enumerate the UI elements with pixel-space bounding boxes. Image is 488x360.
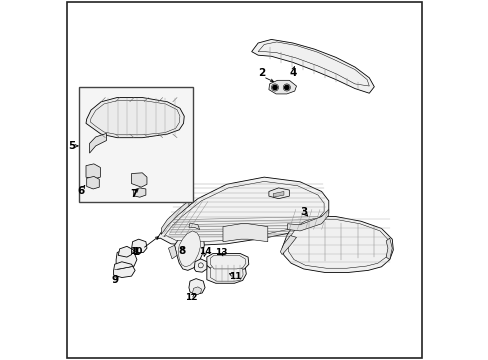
Polygon shape [89, 134, 106, 153]
Text: 1: 1 [133, 247, 140, 257]
Text: 14: 14 [199, 247, 212, 256]
Polygon shape [273, 192, 284, 197]
Text: 9: 9 [111, 275, 118, 285]
Text: 11: 11 [228, 271, 241, 280]
Polygon shape [192, 287, 201, 295]
Polygon shape [287, 219, 389, 268]
Polygon shape [188, 223, 199, 229]
Text: 8: 8 [178, 246, 185, 256]
Polygon shape [116, 250, 137, 268]
Polygon shape [113, 262, 135, 278]
Polygon shape [156, 177, 328, 245]
Polygon shape [282, 216, 392, 273]
Circle shape [284, 85, 288, 90]
Polygon shape [287, 210, 328, 231]
Polygon shape [161, 201, 188, 234]
Polygon shape [163, 181, 324, 242]
Polygon shape [86, 176, 99, 189]
Bar [79, 87, 192, 202]
Polygon shape [131, 239, 147, 252]
Polygon shape [174, 227, 204, 270]
Polygon shape [210, 255, 245, 269]
Text: 7: 7 [130, 189, 138, 199]
Text: 3: 3 [300, 207, 307, 217]
Polygon shape [188, 279, 204, 295]
Polygon shape [86, 164, 100, 179]
Polygon shape [386, 238, 391, 260]
Text: 6: 6 [77, 186, 84, 196]
Circle shape [272, 85, 277, 90]
Polygon shape [90, 100, 180, 135]
Polygon shape [194, 259, 206, 272]
Polygon shape [268, 80, 296, 94]
Polygon shape [223, 224, 267, 242]
Polygon shape [268, 188, 289, 199]
Text: 13: 13 [215, 248, 227, 257]
Polygon shape [168, 245, 177, 259]
Text: 10: 10 [130, 247, 142, 256]
Polygon shape [280, 235, 296, 255]
Polygon shape [133, 188, 145, 197]
Text: 12: 12 [185, 293, 197, 302]
Polygon shape [118, 246, 131, 257]
Polygon shape [86, 98, 184, 138]
Text: 2: 2 [257, 68, 264, 78]
Polygon shape [206, 253, 248, 270]
Polygon shape [178, 231, 201, 267]
Text: 5: 5 [68, 141, 75, 151]
Polygon shape [210, 265, 243, 281]
Polygon shape [206, 263, 246, 283]
Polygon shape [251, 40, 373, 93]
Polygon shape [258, 42, 368, 86]
Text: 4: 4 [288, 68, 296, 78]
Polygon shape [131, 173, 147, 187]
